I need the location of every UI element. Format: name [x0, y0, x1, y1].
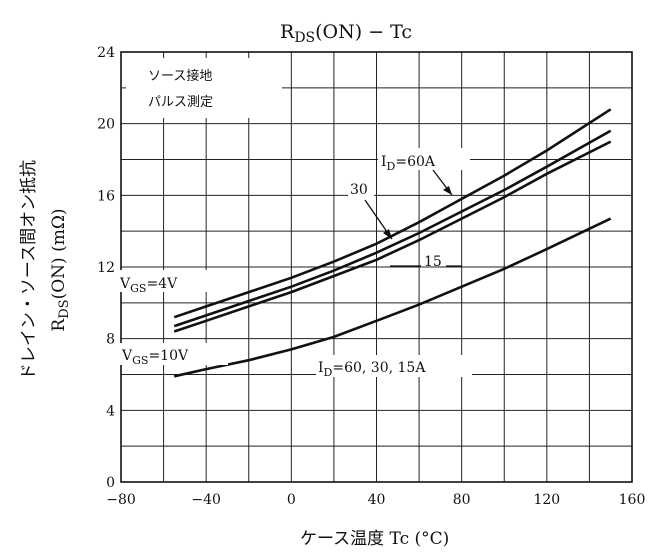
label-bg-vgs10: [120, 343, 228, 365]
annotation-vgs4v: VGS=4V: [119, 276, 178, 295]
series-line-1: [173, 129, 612, 328]
y-tick-label: 20: [97, 117, 115, 133]
notes-box: [126, 58, 282, 118]
note-source-ground: ソース接地: [148, 68, 212, 84]
annotation-30: 30: [350, 182, 368, 198]
arrowhead-id60: [443, 186, 452, 195]
annotation-id60a: ID=60A: [381, 154, 436, 173]
annotation-vgs10v: VGS=10V: [121, 348, 189, 367]
y-tick-label: 24: [97, 45, 115, 61]
plot-frame: [120, 51, 633, 483]
series-line-0: [173, 108, 612, 319]
y-axis-title-line2: RDS(ON) (mΩ): [49, 208, 72, 331]
y-axis-title-line1: ドレイン・ソース間オン抵抗: [19, 160, 39, 380]
annotation-id-all: ID=60, 30, 15A: [318, 360, 426, 379]
x-tick-label: 0: [287, 492, 296, 508]
x-tick-label: 40: [368, 492, 386, 508]
x-tick-label: 160: [619, 492, 646, 508]
y-tick-label: 12: [97, 260, 115, 276]
label-bg-idall: [316, 355, 472, 377]
y-tick-label: 8: [106, 332, 115, 348]
x-tick-labels: −80 −40 0 40 80 120 160: [106, 492, 645, 508]
arrowhead-30: [383, 229, 392, 239]
series-line-3: [173, 217, 612, 378]
x-axis-title: ケース温度 Tc (°C): [300, 529, 449, 549]
label-bg-30: [348, 180, 374, 198]
label-bg-vgs4: [118, 270, 210, 292]
note-pulse-measure: パルス測定: [148, 95, 213, 110]
y-tick-labels: 0 4 8 12 16 20 24: [97, 45, 115, 491]
y-tick-label: 16: [97, 188, 115, 204]
chart-title: RDS(ON) − Tc: [280, 21, 412, 46]
x-tick-label: 80: [453, 492, 471, 508]
series-lines: [173, 108, 612, 378]
y-tick-label: 4: [106, 403, 115, 419]
y-tick-label: 0: [106, 475, 115, 491]
label-bg-id60: [378, 148, 470, 170]
series-line-2: [173, 140, 612, 333]
x-tick-label: −40: [191, 492, 221, 508]
annotation-15: 15: [424, 254, 442, 270]
x-tick-label: 120: [533, 492, 560, 508]
x-tick-label: −80: [106, 492, 136, 508]
